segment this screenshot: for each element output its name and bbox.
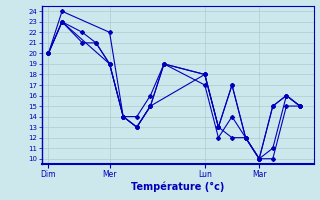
X-axis label: Température (°c): Température (°c): [131, 181, 224, 192]
